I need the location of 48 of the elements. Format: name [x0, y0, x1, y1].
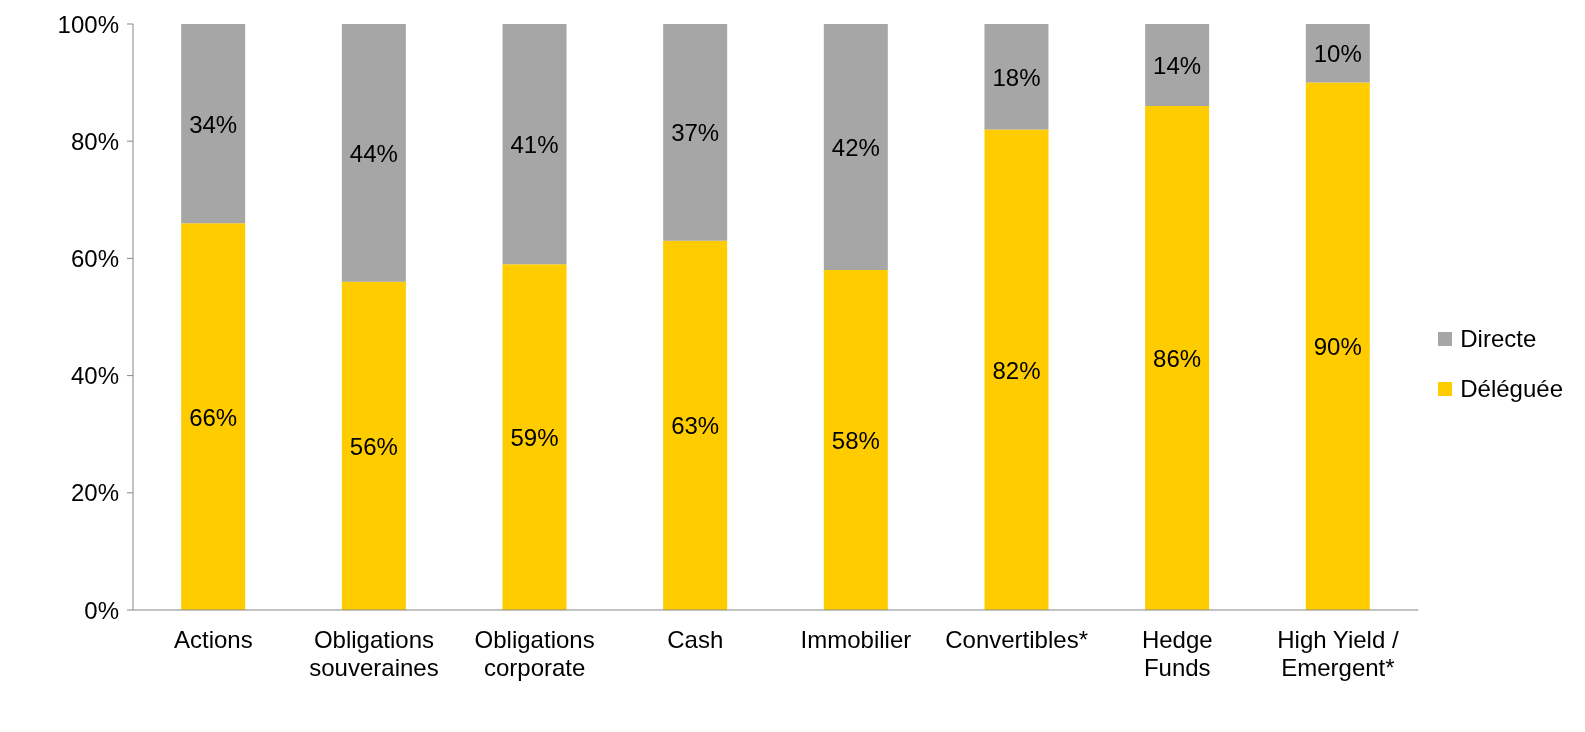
data-label: 44%: [349, 139, 398, 167]
bar: [1305, 24, 1370, 83]
y-tick-label: 100%: [57, 10, 119, 38]
data-label: 42%: [831, 134, 880, 162]
x-tick-label: High Yield / Emergent*: [1277, 626, 1399, 681]
data-label: 66%: [189, 403, 238, 431]
x-tick-label: Convertibles*: [945, 626, 1088, 653]
x-tick-label: Immobilier: [800, 626, 912, 653]
x-tick-label: Actions: [173, 626, 253, 653]
data-label: 37%: [671, 119, 720, 147]
bar: [181, 223, 246, 610]
data-label: 82%: [992, 356, 1041, 384]
y-tick-label: 80%: [70, 127, 119, 155]
bar: [341, 281, 406, 610]
y-tick-label: 60%: [70, 244, 119, 272]
y-tick-label: 40%: [70, 362, 119, 390]
data-label: 58%: [831, 427, 880, 455]
data-label: 59%: [510, 424, 559, 452]
bar: [663, 24, 728, 241]
data-label: 41%: [510, 131, 559, 159]
bar: [341, 24, 406, 282]
bar: [502, 24, 567, 265]
bar: [823, 24, 888, 271]
data-label: 34%: [189, 110, 238, 138]
bar: [1305, 82, 1370, 610]
legend-label: Déléguée: [1460, 375, 1563, 403]
data-label: 18%: [992, 63, 1041, 91]
x-tick-label: Obligations souveraines: [309, 626, 439, 681]
y-tick-label: 0%: [84, 596, 119, 624]
bar: [1145, 24, 1210, 107]
x-tick-label: Hedge Funds: [1141, 626, 1213, 681]
legend-label: Directe: [1460, 325, 1537, 353]
data-label: 86%: [1153, 345, 1202, 373]
bar: [984, 129, 1049, 610]
y-tick-label: 20%: [70, 479, 119, 507]
data-label: 56%: [349, 432, 398, 460]
data-label: 10%: [1313, 40, 1362, 68]
data-label: 63%: [671, 412, 720, 440]
data-label: 14%: [1153, 52, 1202, 80]
bar: [984, 24, 1049, 130]
bar: [823, 270, 888, 610]
x-tick-label: Obligations corporate: [474, 626, 595, 681]
x-tick-label: Cash: [667, 626, 724, 653]
bar: [502, 264, 567, 610]
data-label: 90%: [1313, 333, 1362, 361]
bar: [1145, 106, 1210, 610]
bar: [663, 240, 728, 610]
bar: [181, 24, 246, 224]
